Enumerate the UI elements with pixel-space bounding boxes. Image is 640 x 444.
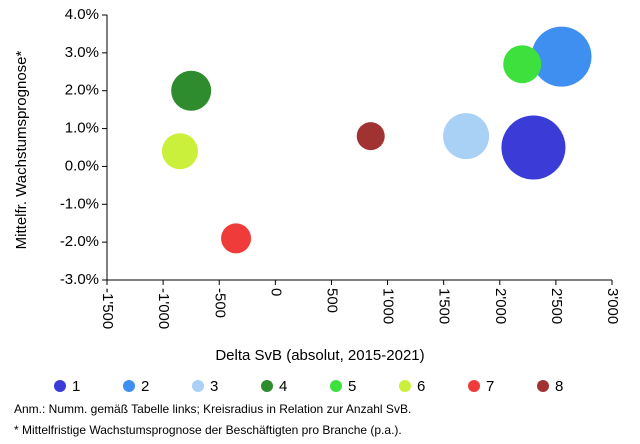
bubble [503,45,542,84]
legend-marker [399,380,411,392]
legend-label: 8 [555,378,563,395]
x-axis-label: Delta SvB (absolut, 2015-2021) [215,347,424,364]
bubble [171,70,212,111]
bubble [501,115,566,180]
legend-label: 4 [279,378,287,395]
bubble [356,122,385,151]
bubble [161,133,198,170]
legend-label: 3 [210,378,218,395]
bubble [221,223,252,254]
y-tick-label: 0.0% [65,157,99,174]
x-tick-label: 500 [323,288,340,313]
legend-label: 2 [141,378,149,395]
note: Anm.: Numm. gemäß Tabelle links; Kreisra… [14,402,411,416]
bubble [443,113,490,160]
legend-label: 1 [72,378,80,395]
y-tick-label: 4.0% [65,6,99,23]
x-tick-label: 1'000 [380,288,397,324]
y-tick-label: -3.0% [60,271,99,288]
x-tick-label: -1'000 [155,288,172,329]
note: * Mittelfristige Wachstumsprognose der B… [14,423,402,437]
legend-marker [537,380,549,392]
legend-marker [468,380,480,392]
x-tick-label: 2'500 [548,288,565,324]
legend-label: 5 [348,378,356,395]
x-tick-label: 1'500 [436,288,453,324]
x-tick-label: 2'000 [492,288,509,324]
y-tick-label: -2.0% [60,233,99,250]
y-axis-label: Mittelfr. Wachstumsprognose* [13,50,30,249]
legend-marker [330,380,342,392]
legend-marker [192,380,204,392]
legend-marker [123,380,135,392]
x-tick-label: 3'000 [604,288,621,324]
y-tick-label: 2.0% [65,82,99,99]
y-tick-label: 1.0% [65,120,99,137]
y-tick-label: 3.0% [65,44,99,61]
x-tick-label: -500 [211,288,228,318]
legend-label: 7 [486,378,494,395]
y-tick-label: -1.0% [60,195,99,212]
legend-marker [261,380,273,392]
legend-label: 6 [417,378,425,395]
x-tick-label: 0 [267,288,284,296]
x-tick-label: -1'500 [99,288,116,329]
legend-marker [54,380,66,392]
bubble [531,26,592,87]
